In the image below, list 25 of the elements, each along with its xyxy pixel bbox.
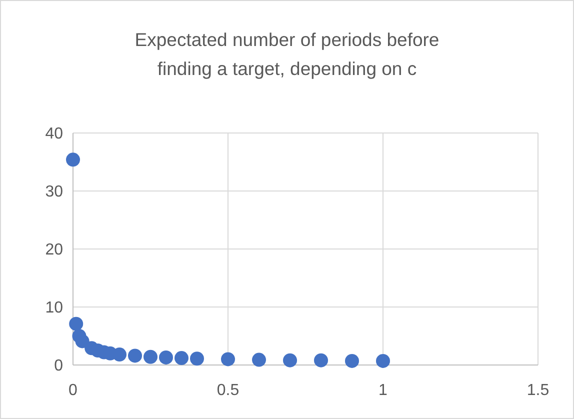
y-tick-label: 10 — [45, 300, 64, 317]
point — [283, 353, 297, 368]
point — [69, 316, 84, 331]
point — [159, 350, 173, 364]
x-tick-label: 0 — [68, 382, 78, 399]
x-tick-label: 1 — [378, 382, 388, 399]
point — [221, 352, 235, 366]
point — [345, 354, 359, 368]
point — [128, 348, 142, 363]
point — [112, 348, 126, 362]
chart-title: Expectated number of periods before finding a target, depending on c — [134, 29, 440, 79]
y-tick-label: 20 — [45, 242, 64, 259]
x-tick-label: 1.5 — [526, 382, 550, 399]
point — [252, 352, 266, 367]
point — [376, 354, 390, 368]
point — [174, 351, 188, 366]
point — [75, 334, 90, 348]
x-tick-label: 0.5 — [216, 382, 240, 399]
y-tick-label: 0 — [54, 358, 64, 375]
point — [190, 352, 204, 366]
y-tick-label: 30 — [45, 184, 64, 201]
y-tick-label: 40 — [45, 126, 64, 143]
point — [66, 152, 80, 167]
point — [314, 353, 328, 368]
point — [144, 350, 158, 364]
